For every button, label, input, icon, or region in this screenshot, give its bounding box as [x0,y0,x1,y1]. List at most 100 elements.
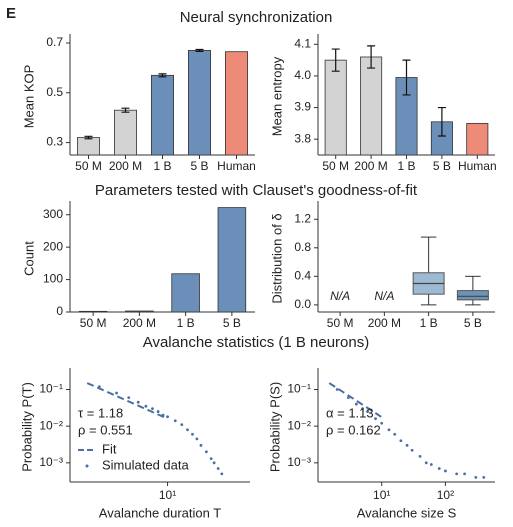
x-tick-label: 1 B [420,316,438,330]
data-point [374,417,377,421]
data-point [151,407,154,411]
y-tick-label: 0.8 [294,240,311,254]
bar [78,310,108,313]
bar [217,207,247,313]
x-tick-label: 5 B [190,159,208,173]
data-point [186,428,189,432]
y-tick-label: 0.5 [46,85,63,99]
y-axis-label: Probability P(S) [267,382,282,472]
data-point [387,428,391,432]
x-axis-label: Avalanche duration T [99,505,221,520]
y-tick-label: 300 [43,207,63,221]
data-point [399,439,403,443]
data-point [393,432,397,436]
x-tick-label: 200 M [123,316,156,330]
missing-label: N/A [374,289,394,303]
x-tick-label: 1 B [177,316,195,330]
x-tick-label: 200 M [109,159,142,173]
error-bar [367,45,376,69]
x-tick-label: Human [217,159,256,173]
x-tick-label: 200 M [368,316,401,330]
x-tick-label: 50 M [80,316,107,330]
data-point [199,443,203,447]
data-point [216,467,220,470]
data-point [136,400,140,404]
section-title: Parameters tested with Clauset's goodnes… [95,182,418,199]
x-tick-label: 1 B [397,159,415,173]
y-tick-label: 100 [43,272,63,286]
bar [150,74,174,156]
data-point [463,472,467,476]
x-tick-label: 50 M [322,159,349,173]
section-title: Neural synchronization [180,9,333,26]
fit-line [86,382,168,420]
data-point [156,410,160,413]
error-bar [84,135,93,140]
y-tick-label: 10⁻³ [287,455,311,469]
annotation: τ = 1.18 [78,405,123,420]
data-point [161,413,165,417]
data-point [212,461,216,465]
y-axis-label: Mean entropy [269,56,284,136]
legend-label: Simulated data [102,457,189,472]
bar [171,273,200,313]
data-point [405,443,409,447]
x-tick-label: 10¹ [159,488,176,502]
x-tick-label: 50 M [327,316,354,330]
y-tick-label: 3.8 [294,131,311,145]
y-tick-label: 0 [56,304,63,318]
bar [324,59,347,156]
data-point [204,450,208,454]
y-tick-label: 10⁻¹ [287,382,311,396]
error-bar [158,73,167,78]
x-tick-label: 10² [437,488,454,502]
box [456,290,489,301]
section-title: Avalanche statistics (1 B neurons) [143,334,370,351]
missing-label: N/A [330,289,350,303]
data-point [173,419,177,423]
data-point [195,437,199,441]
y-tick-label: 1.2 [294,211,311,225]
bar [114,109,138,156]
error-bar [437,106,446,137]
x-tick-label: 5 B [223,316,241,330]
bar [125,310,154,313]
data-point [418,454,422,458]
data-point [144,404,148,408]
data-point [429,463,433,466]
y-axis-label: Distribution of δ [269,213,284,303]
x-tick-label: Human [458,159,497,173]
data-point [354,402,358,406]
legend-label: Fit [102,441,117,456]
bar [466,122,489,156]
bar [360,56,383,156]
x-tick-label: 5 B [464,316,482,330]
error-bar [331,48,340,72]
error-bar [121,107,130,113]
bar [224,51,248,156]
data-point [424,461,428,465]
x-tick-label: 5 B [433,159,451,173]
data-point [127,396,131,400]
data-point [115,391,118,395]
y-tick-label: 0.4 [294,269,311,283]
x-axis-label: Avalanche size S [357,505,457,520]
panel-label: E [6,5,16,22]
data-point [366,410,369,413]
data-point [191,432,194,436]
y-tick-label: 10⁻² [39,418,63,432]
y-tick-label: 200 [43,239,63,253]
y-tick-label: 4.1 [294,36,311,50]
data-point [97,385,101,388]
y-axis-label: Count [21,241,36,276]
data-point [474,476,478,479]
data-point [180,423,184,427]
x-tick-label: 10¹ [373,488,390,502]
data-point [361,407,364,411]
x-tick-label: 200 M [354,159,387,173]
annotation: ρ = 0.551 [78,422,133,437]
legend-swatch [85,464,89,468]
bar [77,137,101,156]
y-tick-label: 0.0 [294,297,311,311]
data-point [455,472,459,476]
